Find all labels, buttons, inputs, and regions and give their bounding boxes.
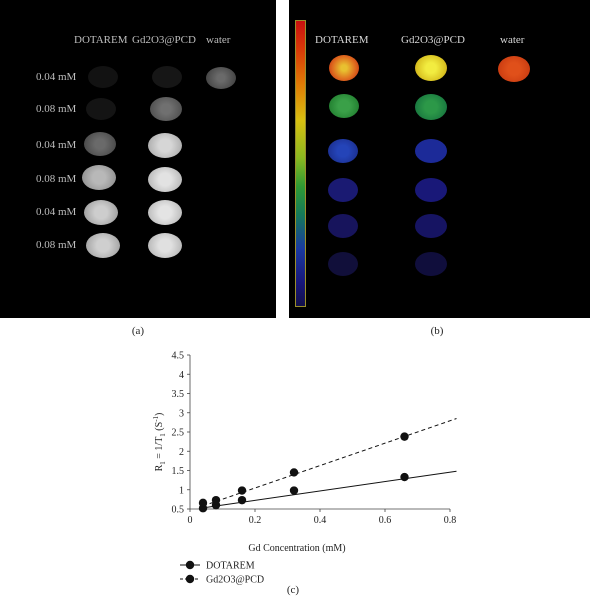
point-series-2 [289,468,299,477]
x-tick-label: 0.4 [314,515,327,526]
panel-b-t1-color-map: DOTAREM Gd2O3@PCD water [289,0,590,318]
tick-labels: 0.5 1 1.5 2 2.5 3 3.5 4 4.5 0 0.2 0.4 0.6 0.8 [172,351,457,527]
point-series-1 [289,486,299,495]
colormap-dotarem-row1 [329,55,359,81]
x-tick-label: 0.8 [444,515,457,526]
col-label-water: water [206,34,231,46]
legend: DOTAREM Gd2O3@PCD [180,561,264,586]
row-label-1: 0.04 mM [36,71,77,83]
colormap-gd2o3-row1 [415,55,447,81]
point-series-2 [211,495,221,505]
x-axis-label: Gd Concentration (mM) [248,543,345,554]
col-label-water: water [500,34,525,46]
x-tick-label: 0.2 [249,515,262,526]
y-tick-label: 2.5 [172,428,185,439]
colormap-dotarem-row4 [328,178,358,202]
phantom-gd2o3-row1 [152,66,182,88]
legend-marker-2 [185,574,195,584]
y-tick-label: 3 [179,408,184,419]
col-label-dotarem: DOTAREM [315,34,369,46]
colormap-gd2o3-row3 [415,139,447,163]
point-series-2 [400,432,409,441]
phantom-gd2o3-row6 [148,233,182,258]
point-series-2 [237,486,247,495]
point-series-1 [400,472,409,482]
x-tick-label: 0 [188,515,193,526]
phantom-dotarem-row4 [82,165,116,190]
y-tick-label: 4.5 [172,351,185,362]
point-series-1 [237,495,247,505]
phantom-water [206,67,236,89]
y-axis-label: R1 = 1/T1 (S-1) [152,413,167,472]
row-label-3: 0.04 mM [36,139,77,151]
data-points [198,432,409,513]
relaxivity-chart: 0.5 1 1.5 2 2.5 3 3.5 4 4.5 0 0.2 0.4 0.6 0.8 Gd Conc… [152,351,457,596]
phantom-dotarem-row3 [84,132,116,156]
colormap-water [498,56,530,82]
legend-label-1: DOTAREM [206,561,255,572]
row-label-4: 0.08 mM [36,173,77,185]
phantom-dotarem-row6 [86,233,120,258]
colormap-dotarem-row2 [329,94,359,118]
col-label-gd2o3-pcd: Gd2O3@PCD [401,34,465,46]
y-tick-label: 4 [179,370,184,381]
caption-a: (a) [131,325,145,337]
phantom-gd2o3-row2 [150,97,182,121]
y-tick-label: 3.5 [172,389,185,400]
phantom-gd2o3-row3 [148,133,182,158]
colormap-dotarem-row5 [328,214,358,238]
colormap-dotarem-row3 [328,139,358,163]
y-tick-label: 1 [179,485,184,496]
col-label-gd2o3-pcd: Gd2O3@PCD [132,34,196,46]
axes [187,354,451,512]
colormap-gd2o3-row2 [415,94,447,120]
row-label-5: 0.04 mM [36,206,77,218]
caption-c: (c) [287,584,300,596]
colormap-gd2o3-row5 [415,214,447,238]
caption-b: (b) [430,325,444,337]
row-label-2: 0.08 mM [36,103,77,115]
col-label-dotarem: DOTAREM [74,34,128,46]
colormap-gd2o3-row6 [415,252,447,276]
row-label-6: 0.08 mM [36,239,77,251]
phantom-dotarem-row1 [88,66,118,88]
legend-marker-1 [185,560,195,570]
colormap-gd2o3-row4 [415,178,447,202]
phantom-dotarem-row5 [84,200,118,225]
phantom-gd2o3-row4 [148,167,182,192]
phantom-gd2o3-row5 [148,200,182,225]
colormap-dotarem-row6 [328,252,358,276]
phantom-dotarem-row2 [86,98,116,120]
colorbar [295,20,306,307]
legend-label-2: Gd2O3@PCD [206,575,264,586]
y-tick-label: 0.5 [172,505,185,516]
x-tick-label: 0.6 [379,515,392,526]
point-series-2 [198,498,208,508]
panel-a-mri-grayscale: DOTAREM Gd2O3@PCD water 0.04 mM 0.08 mM … [0,0,276,318]
y-tick-label: 2 [179,447,184,458]
y-tick-label: 1.5 [172,466,185,477]
